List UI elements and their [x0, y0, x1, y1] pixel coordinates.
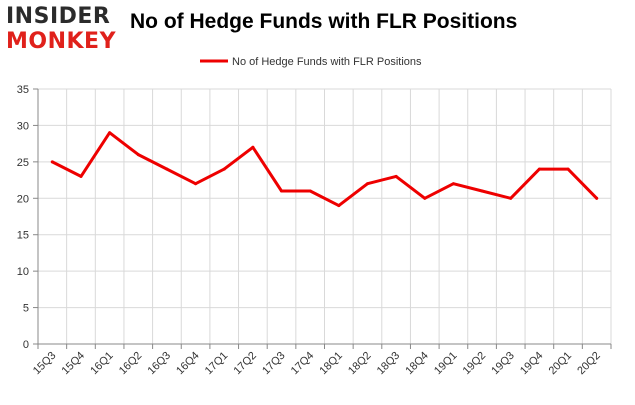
x-tick-label: 18Q4 [403, 350, 431, 378]
x-tick-label: 15Q3 [31, 350, 59, 378]
data-point [394, 174, 398, 178]
data-point [50, 160, 54, 164]
series [50, 131, 599, 208]
logo-line-2: MONKEY [6, 29, 117, 54]
x-tick-label: 15Q4 [60, 350, 88, 378]
insider-monkey-logo: INSIDER MONKEY [6, 6, 118, 54]
data-point [509, 196, 513, 200]
x-tick-label: 16Q3 [146, 350, 174, 378]
series-line [50, 131, 599, 208]
legend: No of Hedge Funds with FLR Positions [200, 56, 422, 68]
data-point [451, 182, 455, 186]
data-point [136, 153, 140, 157]
x-tick-label: 19Q3 [489, 350, 517, 378]
data-point [365, 182, 369, 186]
x-tick-label: 17Q3 [260, 350, 288, 378]
legend-label: No of Hedge Funds with FLR Positions [232, 56, 422, 68]
data-point [79, 174, 83, 178]
logo-line-1: INSIDER [6, 4, 111, 29]
x-tick-label: 16Q4 [174, 350, 202, 378]
y-tick-label: 15 [17, 230, 29, 242]
data-point [337, 204, 341, 208]
data-point [280, 189, 284, 193]
data-point [595, 196, 599, 200]
x-tick-label: 18Q1 [317, 350, 345, 378]
y-tick-label: 20 [17, 193, 29, 205]
y-tick-label: 30 [17, 120, 29, 132]
x-tick-label: 17Q1 [203, 350, 231, 378]
x-tick-label: 17Q4 [289, 350, 317, 378]
data-point [165, 167, 169, 171]
data-point [537, 167, 541, 171]
y-tick-label: 35 [17, 84, 29, 96]
y-tick-label: 5 [23, 303, 29, 315]
x-tick-label: 20Q2 [575, 350, 603, 378]
data-point [194, 182, 198, 186]
data-point [108, 131, 112, 135]
x-tick-label: 18Q2 [346, 350, 374, 378]
grid-lines [38, 88, 612, 344]
x-tick-labels: 15Q3 15Q4 16Q1 16Q2 16Q3 16Q4 17Q1 17Q2 17Q3 17Q4… [31, 350, 603, 378]
data-point [308, 189, 312, 193]
x-tick-label: 16Q2 [117, 350, 145, 378]
data-point [222, 167, 226, 171]
data-point [423, 196, 427, 200]
data-point [566, 167, 570, 171]
x-tick-label: 18Q3 [375, 350, 403, 378]
y-tick-label: 0 [23, 339, 29, 351]
x-tick-label: 16Q1 [88, 350, 116, 378]
x-tick-label: 19Q4 [518, 350, 546, 378]
x-tick-label: 19Q1 [432, 350, 460, 378]
x-tick-label: 20Q1 [547, 350, 575, 378]
y-tick-label: 25 [17, 157, 29, 169]
data-point [251, 145, 255, 149]
x-tick-label: 17Q2 [231, 350, 259, 378]
chart-title: No of Hedge Funds with FLR Positions [130, 10, 518, 33]
x-tick-label: 19Q2 [461, 350, 489, 378]
data-point [480, 189, 484, 193]
y-tick-label: 10 [17, 266, 29, 278]
y-tick-labels: 0 5 10 15 20 25 30 35 [17, 84, 29, 351]
axes [33, 88, 612, 349]
